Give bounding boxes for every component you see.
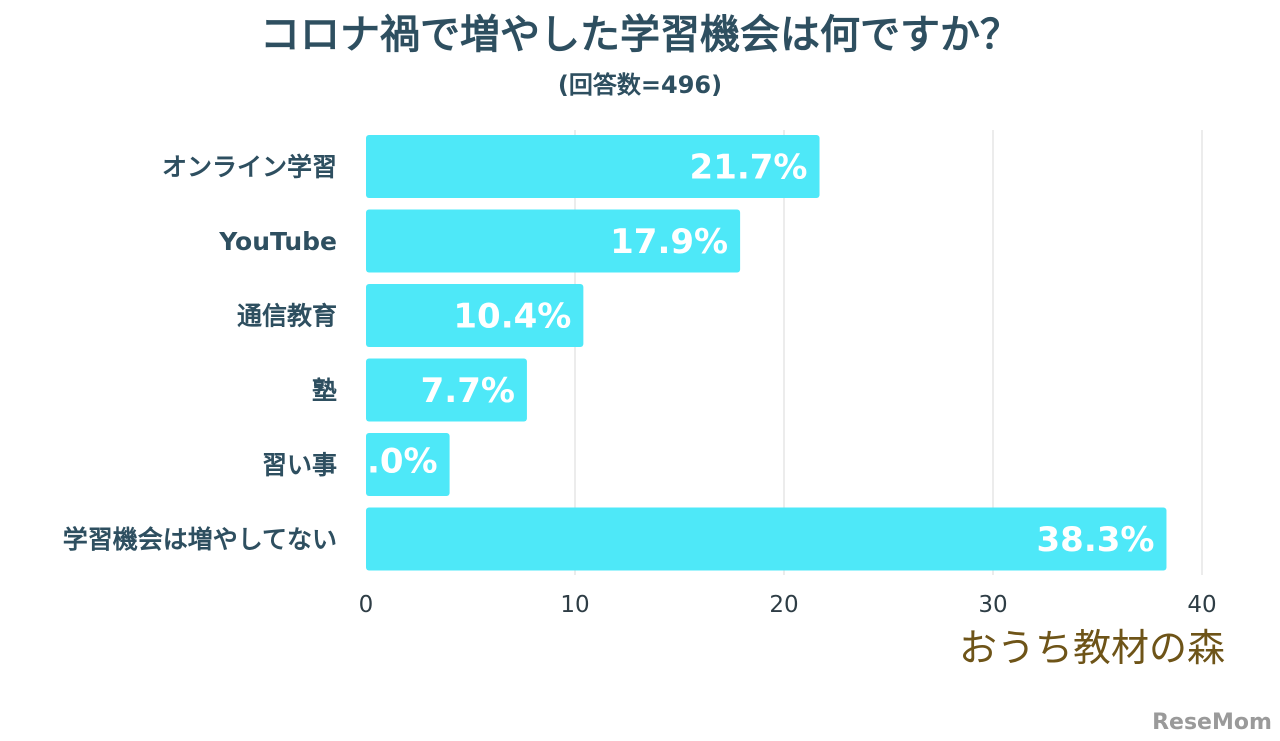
x-tick-label: 0 [359,592,374,618]
bar [366,209,741,273]
x-axis-ticks: 0 10 20 30 40 [359,592,1217,618]
data-label: 7.7% [421,371,515,411]
bar [366,135,820,198]
category-label: 通信教育 [237,302,337,331]
x-tick-label: 40 [1187,592,1216,618]
data-label: 21.7% [690,148,808,188]
category-label: 学習機会は増やしてない [63,525,337,554]
bar [366,507,1167,571]
data-label: 4.0% [343,442,437,482]
category-label: 塾 [312,376,337,405]
data-label: 17.9% [610,222,728,262]
bar [366,433,450,496]
chart-title: コロナ禍で増やした学習機会は何ですか？ [260,12,1020,58]
bar [366,284,584,347]
category-label: YouTube [218,227,337,256]
x-tick-label: 30 [978,592,1007,618]
bar [366,358,527,422]
grid [574,130,1203,575]
x-tick-label: 10 [560,592,589,618]
data-label: 10.4% [453,297,571,337]
category-label: 習い事 [262,451,337,480]
bars: オンライン学習 21.7% YouTube 17.9% 通信教育 10.4% 塾 7.7% 習い… [63,135,1167,571]
watermark: ReseMom [1152,710,1272,735]
brand-logo: おうち教材の森 [959,626,1225,670]
chart-subtitle: (回答数=496) [558,71,722,99]
x-tick-label: 20 [769,592,798,618]
data-label: 38.3% [1037,520,1155,560]
category-label: オンライン学習 [162,153,337,182]
